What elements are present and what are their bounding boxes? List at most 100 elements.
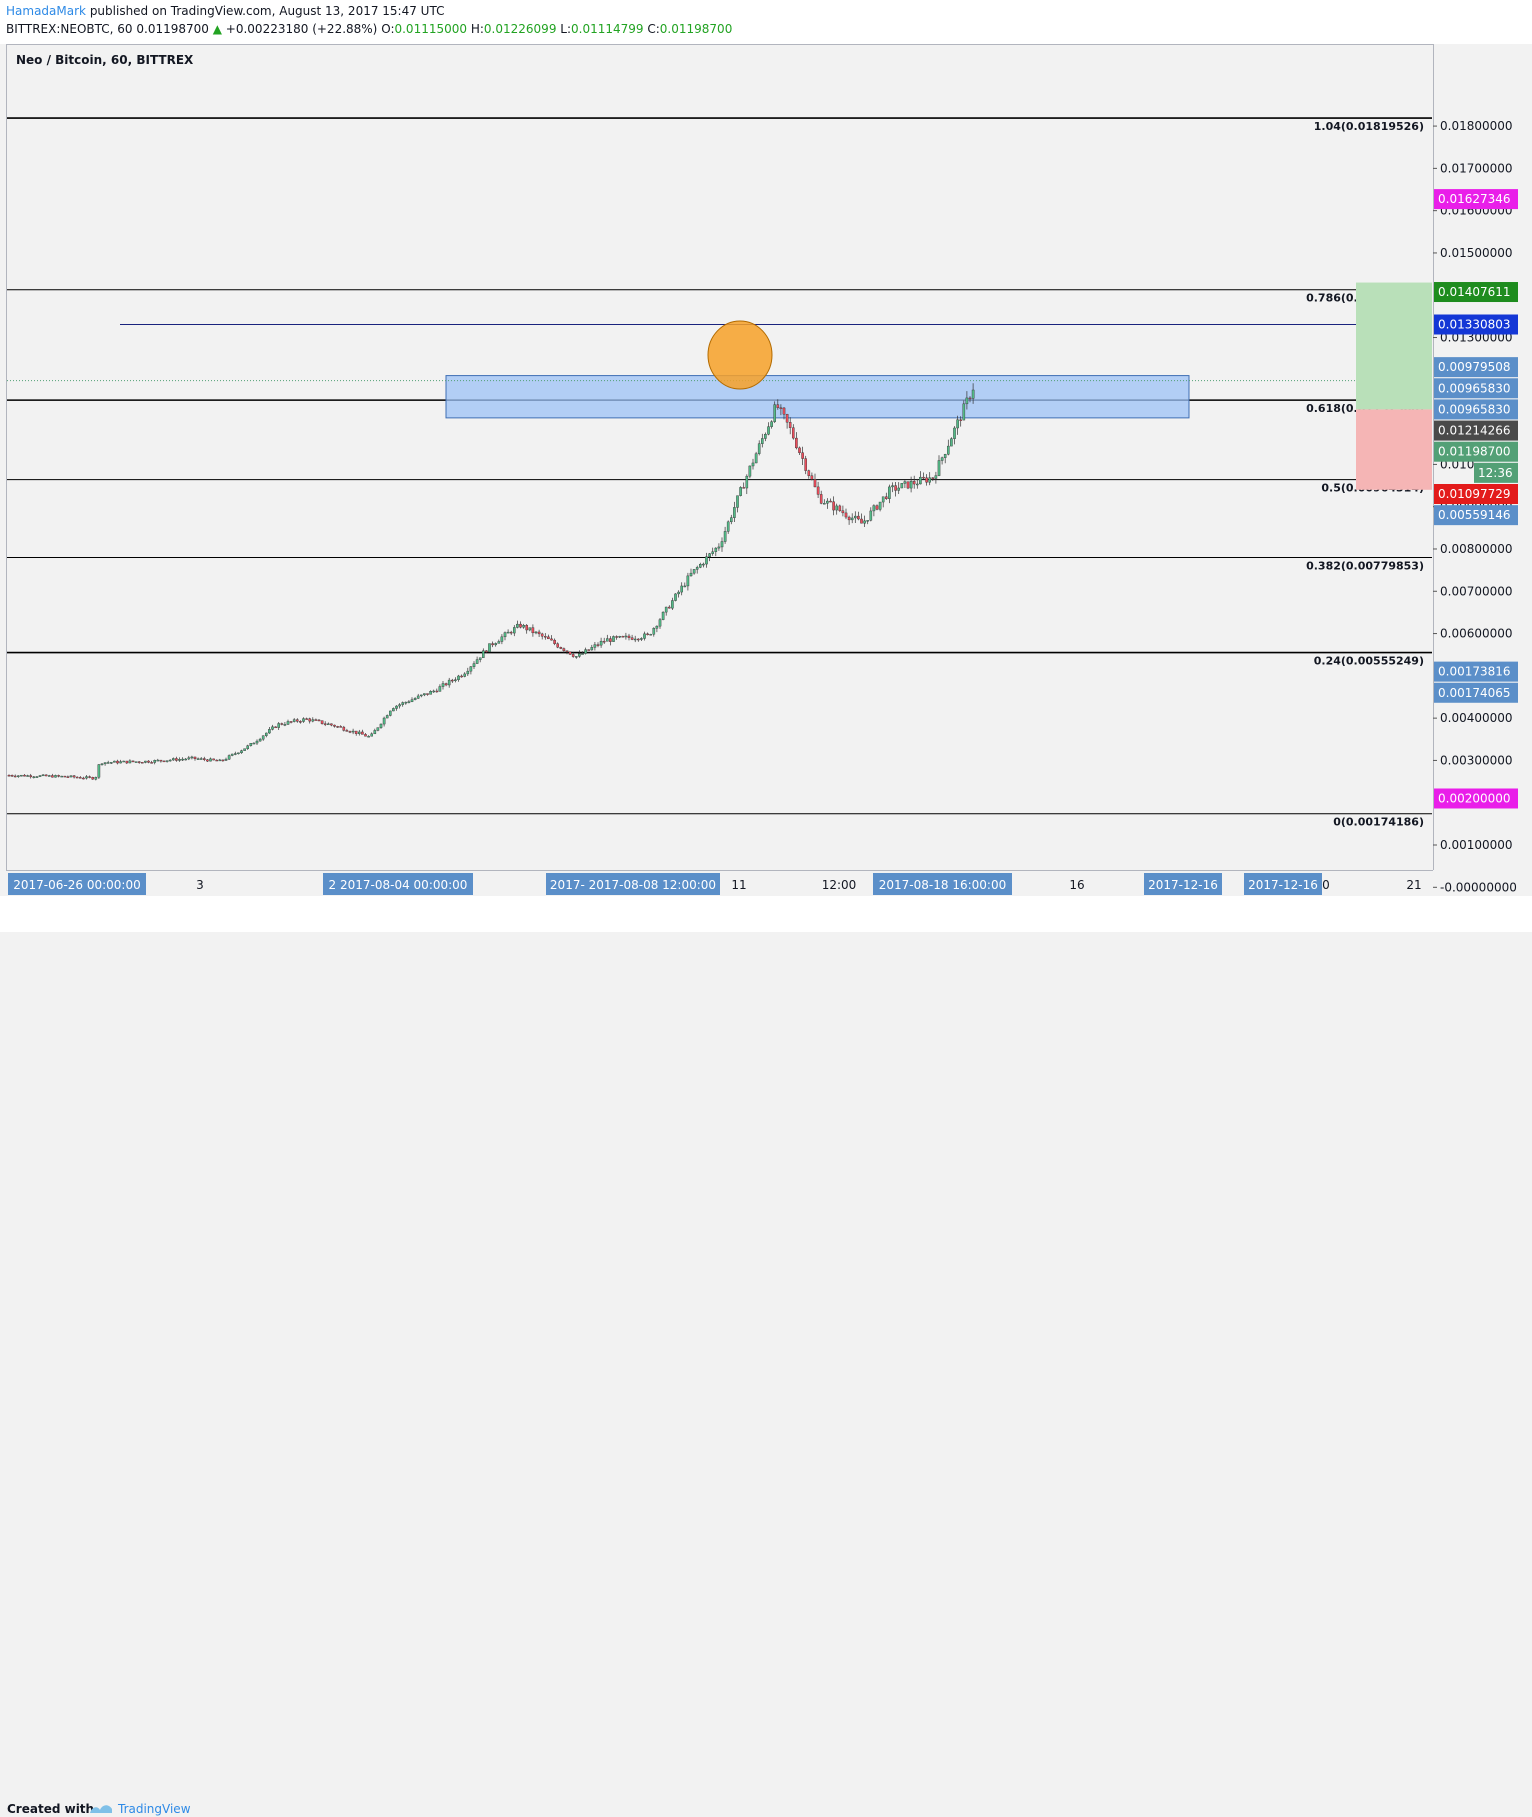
candle-body — [17, 775, 20, 777]
candle-body — [140, 762, 144, 764]
price-tag: 0.01097729 — [1434, 484, 1518, 505]
candle-body — [171, 758, 175, 761]
candle-body — [63, 775, 67, 778]
fib-retracement[interactable]: 1.04(0.01819526)0.786(0.01413025)0.618(0… — [7, 117, 1432, 829]
candle-body — [909, 481, 913, 489]
last-price: 0.01198700 — [136, 22, 209, 36]
candle-body — [925, 477, 928, 483]
candle-body — [466, 670, 470, 675]
candle-body — [531, 627, 535, 634]
candle-body — [265, 732, 268, 736]
y-tick-label: 0.00600000 — [1440, 627, 1513, 641]
candle-body — [438, 686, 442, 692]
candle-body — [624, 635, 628, 638]
candle-body — [277, 723, 281, 728]
candle-body — [147, 760, 150, 763]
candle-body — [302, 718, 305, 722]
candle-body — [767, 426, 770, 435]
candle-body — [627, 635, 631, 638]
tradingview-link[interactable]: TradingView — [118, 1802, 191, 1816]
candle-body — [153, 760, 157, 763]
candle-body — [559, 647, 563, 649]
y-tick-label: 0.01500000 — [1440, 246, 1513, 260]
candle-body — [339, 726, 343, 728]
candle-body — [776, 404, 780, 408]
candle-body — [119, 761, 122, 764]
y-tick-label: -0.00000000 — [1440, 880, 1517, 894]
candle-body — [798, 447, 801, 453]
candle-body — [426, 693, 429, 695]
candle-body — [655, 625, 659, 629]
position-stop-zone — [1356, 409, 1432, 490]
time-tag-bg — [8, 873, 146, 895]
candle-body — [38, 775, 42, 777]
candle-body — [801, 452, 804, 459]
candle-body — [72, 775, 76, 778]
candle-body — [286, 721, 290, 725]
price-tag: 0.00174065 — [1434, 682, 1518, 703]
price-tag-text: 0.00965830 — [1438, 402, 1511, 416]
candle-body — [612, 636, 615, 642]
candle-body — [950, 438, 953, 447]
candle-body — [519, 623, 522, 628]
candle-body — [323, 723, 327, 725]
candle-body — [922, 476, 925, 479]
time-tag-bg — [1144, 873, 1222, 895]
candle-body — [621, 636, 625, 638]
candle-body — [878, 501, 882, 510]
price-tag-text: 0.00200000 — [1438, 791, 1511, 805]
candle-body — [457, 675, 460, 680]
candle-body — [420, 694, 423, 697]
y-tick-label: 0.00100000 — [1440, 838, 1513, 852]
price-tag-bg — [1434, 788, 1518, 809]
candle-body — [912, 481, 916, 485]
candle-body — [410, 699, 414, 702]
candle-body — [615, 636, 618, 638]
tradingview-logo-icon[interactable] — [88, 1801, 114, 1817]
candle-body — [292, 719, 296, 722]
price-tag: 0.00559146 — [1434, 505, 1518, 526]
candle-body — [516, 623, 519, 628]
candle-body — [609, 638, 612, 642]
candle-body — [85, 776, 88, 779]
close-label: C: — [647, 22, 660, 36]
candle-body — [937, 460, 941, 476]
candle-body — [345, 730, 349, 732]
candle-body — [674, 593, 677, 601]
overlay-layer — [707, 320, 773, 390]
candle-body — [106, 762, 110, 764]
price-tag-bg — [1434, 682, 1518, 703]
candle-body — [109, 762, 113, 764]
candle-body — [224, 758, 228, 761]
price-tag: 0.00200000 — [1434, 788, 1518, 809]
candle-body — [838, 505, 842, 511]
candle-body — [240, 750, 243, 754]
chart-svg: 1.04(0.01819526)0.786(0.01413025)0.618(0… — [7, 117, 1518, 895]
candle-body — [196, 758, 200, 760]
candle-body — [525, 625, 528, 631]
candle-body — [54, 775, 57, 778]
candle-body — [745, 475, 749, 489]
candle-body — [695, 567, 699, 570]
candle-body — [885, 496, 888, 499]
price-tag-text: 0.01407611 — [1438, 285, 1511, 299]
candle-body — [23, 774, 26, 777]
author-link[interactable]: HamadaMark — [6, 4, 86, 18]
price-tag-bg — [1434, 378, 1518, 399]
y-tick-label: 0.00300000 — [1440, 753, 1513, 767]
candle-body — [100, 763, 104, 766]
candle-body — [94, 777, 98, 780]
candle-body — [509, 631, 513, 634]
candle-body — [361, 731, 364, 735]
candle-body — [916, 483, 919, 486]
price-tag: 0.00965830 — [1434, 399, 1518, 420]
chart-pane[interactable] — [6, 44, 1433, 871]
candle-body — [13, 775, 17, 778]
candle-body — [159, 759, 163, 762]
price-tag-bg — [1434, 484, 1518, 505]
candle-body — [395, 705, 398, 709]
candle-body — [156, 759, 160, 762]
ohlc-line: BITTREX:NEOBTC, 60 0.01198700 ▲ +0.00223… — [6, 22, 732, 36]
price-tag-bg — [1434, 399, 1518, 420]
candle-body — [947, 445, 950, 455]
